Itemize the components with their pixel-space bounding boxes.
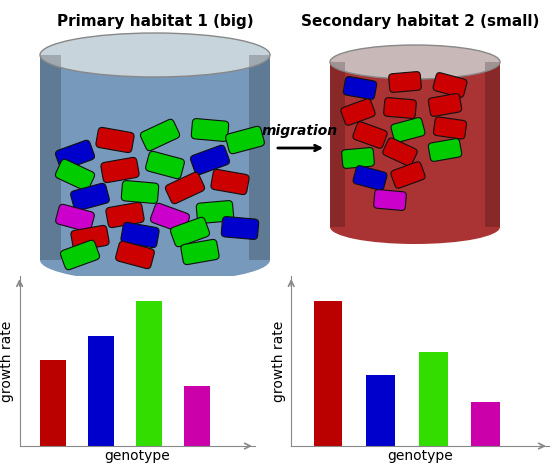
FancyBboxPatch shape — [96, 127, 134, 152]
FancyBboxPatch shape — [165, 172, 204, 204]
FancyBboxPatch shape — [190, 145, 230, 175]
Polygon shape — [330, 62, 346, 227]
Text: migration: migration — [262, 124, 338, 138]
FancyBboxPatch shape — [341, 99, 375, 125]
Polygon shape — [40, 55, 60, 260]
Polygon shape — [485, 62, 500, 227]
Bar — [419, 352, 447, 446]
Bar — [40, 55, 270, 260]
FancyBboxPatch shape — [60, 240, 100, 270]
Bar — [88, 336, 114, 446]
X-axis label: genotype: genotype — [104, 449, 170, 463]
FancyBboxPatch shape — [428, 93, 461, 117]
Bar — [136, 301, 162, 446]
Ellipse shape — [330, 210, 500, 244]
FancyBboxPatch shape — [141, 119, 180, 151]
FancyBboxPatch shape — [211, 169, 249, 194]
FancyBboxPatch shape — [115, 241, 155, 269]
FancyBboxPatch shape — [389, 72, 421, 93]
FancyBboxPatch shape — [342, 148, 374, 169]
Bar — [330, 62, 500, 227]
Polygon shape — [249, 55, 270, 260]
FancyBboxPatch shape — [433, 117, 466, 139]
FancyBboxPatch shape — [221, 217, 259, 239]
X-axis label: genotype: genotype — [387, 449, 453, 463]
FancyBboxPatch shape — [384, 98, 416, 118]
FancyBboxPatch shape — [101, 158, 139, 183]
Bar — [40, 360, 67, 446]
Ellipse shape — [40, 238, 270, 282]
FancyBboxPatch shape — [353, 122, 387, 148]
Bar — [184, 386, 211, 446]
FancyBboxPatch shape — [55, 159, 95, 191]
FancyBboxPatch shape — [55, 204, 95, 232]
FancyBboxPatch shape — [181, 239, 219, 265]
Bar — [366, 375, 395, 446]
FancyBboxPatch shape — [433, 73, 467, 97]
FancyBboxPatch shape — [71, 226, 109, 251]
Y-axis label: growth rate: growth rate — [0, 320, 14, 402]
FancyBboxPatch shape — [122, 181, 158, 203]
FancyBboxPatch shape — [71, 183, 109, 211]
FancyBboxPatch shape — [151, 203, 189, 233]
FancyBboxPatch shape — [121, 222, 159, 248]
Ellipse shape — [40, 33, 270, 77]
FancyBboxPatch shape — [146, 152, 184, 179]
FancyBboxPatch shape — [192, 118, 228, 142]
Text: Secondary habitat 2 (small): Secondary habitat 2 (small) — [301, 14, 539, 29]
Y-axis label: growth rate: growth rate — [272, 320, 286, 402]
Bar — [314, 301, 343, 446]
FancyBboxPatch shape — [391, 118, 425, 143]
FancyBboxPatch shape — [170, 217, 209, 247]
FancyBboxPatch shape — [383, 138, 417, 166]
Bar — [472, 402, 500, 446]
FancyBboxPatch shape — [55, 140, 95, 170]
FancyBboxPatch shape — [106, 202, 144, 228]
FancyBboxPatch shape — [391, 162, 425, 188]
FancyBboxPatch shape — [343, 76, 377, 100]
FancyBboxPatch shape — [226, 126, 264, 154]
FancyBboxPatch shape — [374, 190, 407, 211]
FancyBboxPatch shape — [353, 166, 387, 190]
Text: Primary habitat 1 (big): Primary habitat 1 (big) — [57, 14, 253, 29]
FancyBboxPatch shape — [197, 201, 234, 223]
FancyBboxPatch shape — [428, 139, 461, 161]
Ellipse shape — [330, 45, 500, 79]
